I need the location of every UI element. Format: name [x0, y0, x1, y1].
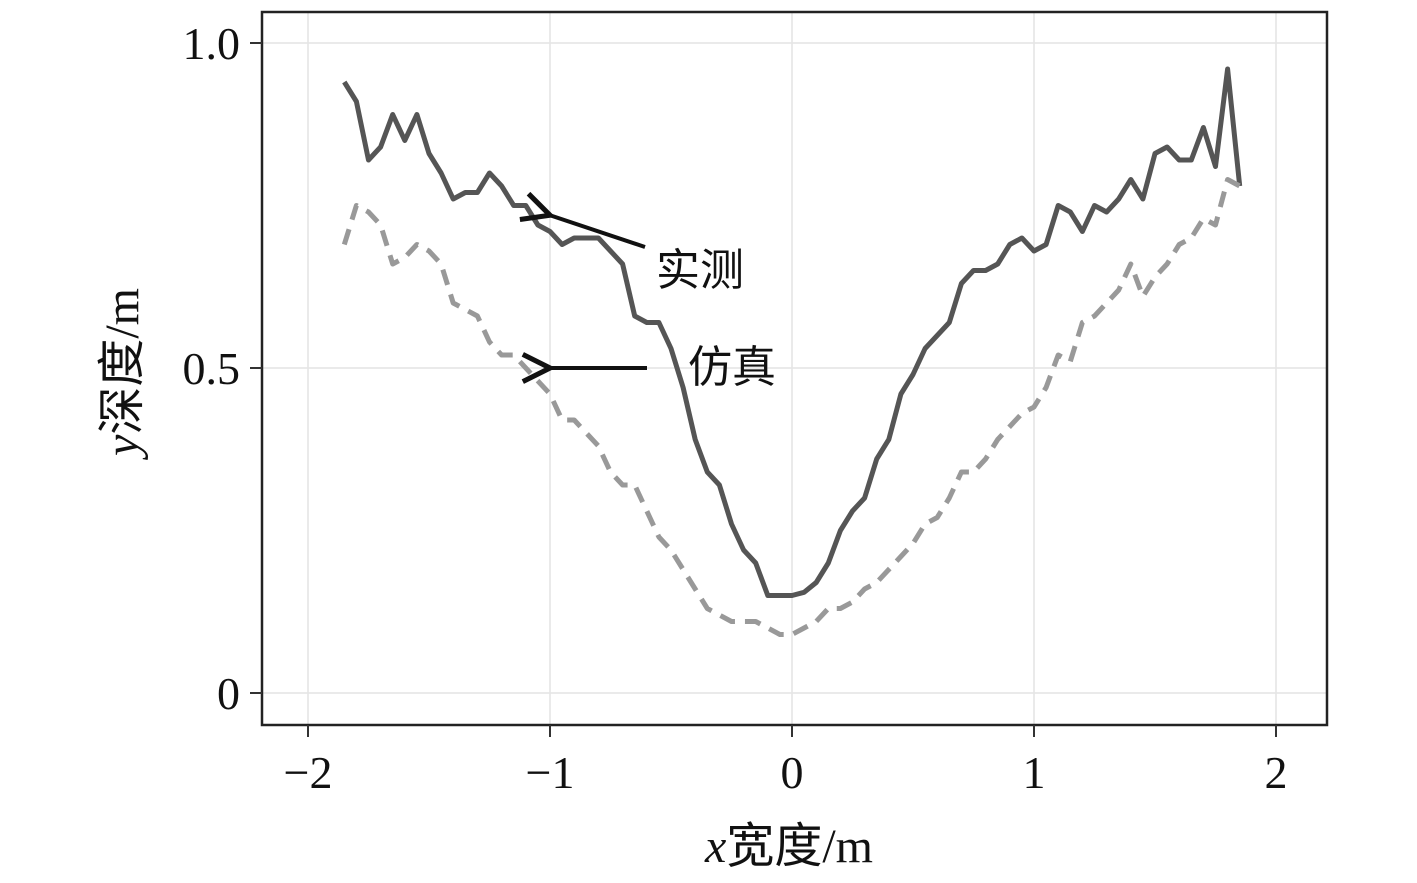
x-tick-label: 0 [781, 747, 804, 798]
grid [262, 12, 1327, 725]
x-tick-label: −2 [284, 747, 333, 798]
y-axis-label: y深度/m [96, 288, 149, 461]
x-axis-text: 宽度/m [726, 820, 873, 873]
y-tick-label: 0.5 [183, 343, 241, 394]
x-axis-label: x宽度/m [704, 820, 873, 873]
x-axis-variable: x [704, 820, 726, 873]
annotation-label: 仿真 [688, 342, 776, 393]
y-axis-variable: y [96, 434, 149, 461]
series-layer [341, 66, 1243, 637]
y-axis: 0 0.5 1.0 [183, 18, 262, 719]
annotation-arrow-0 [550, 215, 646, 249]
x-axis: −2 −1 0 1 2 [284, 725, 1288, 798]
x-tick-label: 1 [1023, 747, 1046, 798]
annotation-label: 实测 [656, 245, 744, 296]
x-tick-label: 2 [1265, 747, 1288, 798]
y-tick-label: 0 [217, 668, 240, 719]
x-tick-label: −1 [526, 747, 575, 798]
series-line-measured [342, 66, 1243, 598]
y-tick-label: 1.0 [183, 18, 241, 69]
y-axis-text: 深度/m [96, 288, 149, 435]
